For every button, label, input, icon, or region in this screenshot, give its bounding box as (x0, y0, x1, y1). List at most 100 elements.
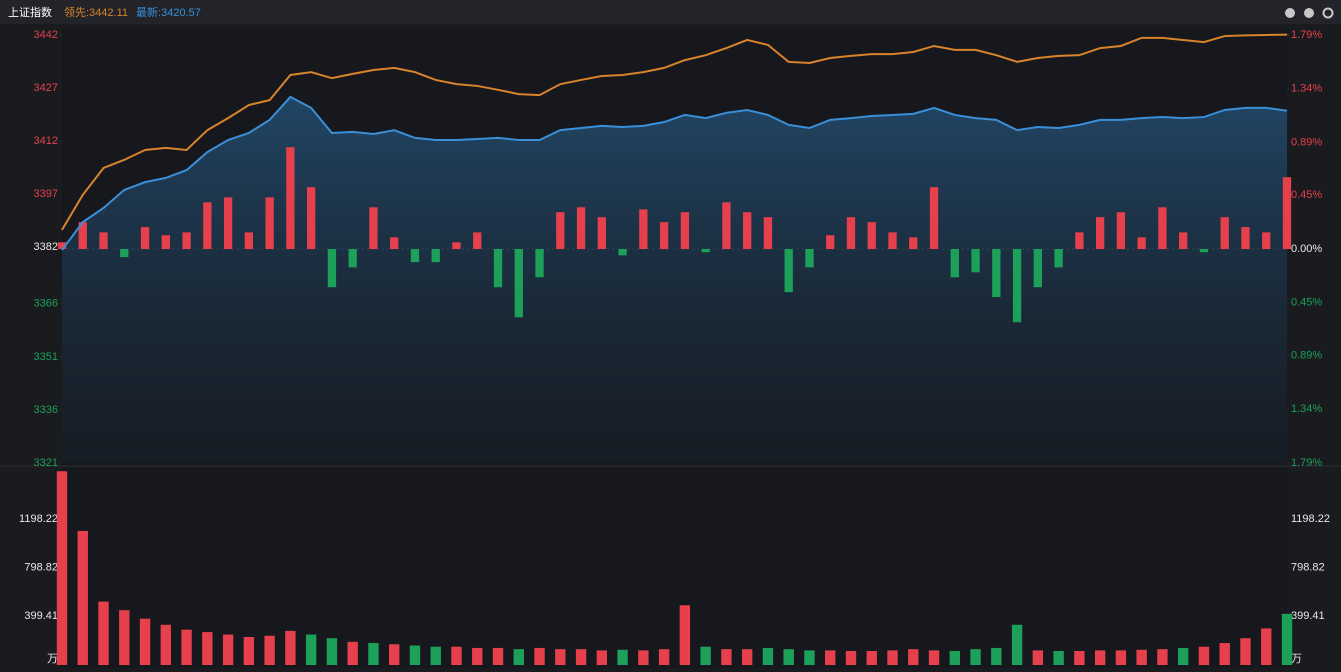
legend-latest: 最新:3420.57 (136, 5, 201, 19)
header-bar (0, 0, 1341, 24)
volume-bar (658, 649, 670, 665)
volume-bar (326, 638, 338, 665)
indicator-bar (1054, 249, 1063, 268)
volume-bar (77, 530, 88, 665)
volume-bar (1136, 649, 1147, 665)
volume-bar (451, 646, 462, 665)
volume-bar (534, 647, 545, 665)
indicator-bar (223, 197, 233, 249)
y2-tick-label: 1.79% (1291, 457, 1322, 469)
volume-bar (721, 649, 732, 665)
indicator-bar (431, 249, 440, 263)
volume-bar (181, 629, 192, 665)
y2-tick-label: 0.89% (1291, 349, 1322, 361)
volume-bar (1281, 613, 1293, 665)
volume-bar (347, 641, 358, 665)
volume-bar (825, 650, 836, 665)
indicator-bar (805, 249, 814, 268)
latest-area (62, 96, 1287, 464)
volume-bar (575, 649, 587, 665)
volume-panel (62, 468, 1287, 668)
volume-bar (1157, 649, 1168, 665)
y2-tick-label: 1.34% (1291, 83, 1322, 95)
indicator-bar (639, 209, 648, 249)
volume-bar (762, 647, 774, 665)
indicator-bar (493, 249, 503, 288)
volume-bar (928, 650, 940, 665)
volume-bar (264, 635, 275, 665)
indicator-bar (743, 212, 752, 249)
price-line (61, 95, 1288, 251)
indicator-bar (244, 232, 254, 249)
price-line (61, 33, 1288, 231)
volume-bar (160, 624, 172, 665)
indicator-bar (950, 249, 959, 278)
y2-tick-label: 0.89% (1291, 137, 1322, 149)
indicator-bar (680, 212, 690, 249)
indicator-bar (722, 202, 731, 249)
volume-bar (1074, 650, 1085, 665)
zoom-out-icon[interactable] (1304, 8, 1314, 18)
volume-bar (492, 647, 504, 665)
volume-bar (638, 650, 649, 665)
indicator-bar (929, 187, 939, 249)
indicator-bar (1012, 249, 1022, 323)
volume-tick-label-right: 399.41 (1291, 610, 1325, 622)
volume-bar (804, 650, 815, 665)
indicator-bar (535, 249, 544, 278)
indicator-bar (659, 222, 669, 249)
volume-bar (555, 649, 566, 665)
volume-bar (285, 630, 296, 665)
volume-tick-label: 798.82 (24, 562, 58, 574)
volume-bar (1053, 650, 1064, 665)
indicator-bar (1241, 227, 1250, 249)
indicator-bar (514, 249, 523, 318)
volume-bar (991, 647, 1002, 665)
volume-bar (887, 650, 898, 665)
volume-bar (908, 649, 919, 665)
y-tick-label: 3321 (34, 457, 58, 469)
indicator-bar (99, 232, 108, 249)
settings-icon[interactable] (1322, 7, 1334, 19)
volume-bar (700, 646, 711, 665)
volume-bar (368, 643, 379, 665)
volume-tick-label: 1198.22 (19, 513, 58, 525)
indicator-bar (1033, 249, 1042, 288)
volume-bar (202, 632, 213, 665)
volume-bar (305, 634, 317, 665)
volume-bar (596, 650, 608, 665)
indicator-bar (1075, 232, 1084, 249)
indicator-bar (473, 232, 482, 249)
indicator-bar (763, 217, 773, 249)
y2-tick-label: 1.34% (1291, 403, 1322, 415)
indicator-bar (327, 249, 337, 288)
volume-tick-label-right: 798.82 (1291, 562, 1325, 574)
indicator-bar (265, 197, 274, 249)
indicator-bar (57, 242, 67, 249)
volume-bar (1219, 643, 1230, 665)
indicator-bar (576, 207, 586, 249)
volume-bar (56, 471, 68, 665)
toolbar-icons (1285, 7, 1334, 19)
volume-bar (430, 646, 441, 665)
y-tick-label: 3382 (34, 241, 58, 253)
indicator-bar (1116, 212, 1126, 249)
indicator-bar (1179, 232, 1188, 249)
legend-leading: 领先:3442.11 (64, 6, 128, 19)
indicator-bar (618, 249, 627, 256)
volume-tick-label: 399.41 (24, 610, 58, 622)
zoom-in-icon[interactable] (1285, 8, 1295, 18)
indicator-bar (992, 249, 1001, 298)
indicator-bar (348, 249, 357, 268)
y-tick-label: 3336 (34, 404, 58, 416)
volume-unit-right: 万 (1291, 653, 1302, 665)
volume-bar (1261, 628, 1272, 665)
indicator-bar (909, 237, 918, 249)
indicator-bar (1199, 249, 1209, 253)
volume-bar (1240, 638, 1251, 665)
indicator-bar (1095, 217, 1105, 249)
volume-bar (845, 650, 857, 665)
indicator-bar (1158, 207, 1167, 249)
volume-bar (617, 649, 628, 665)
